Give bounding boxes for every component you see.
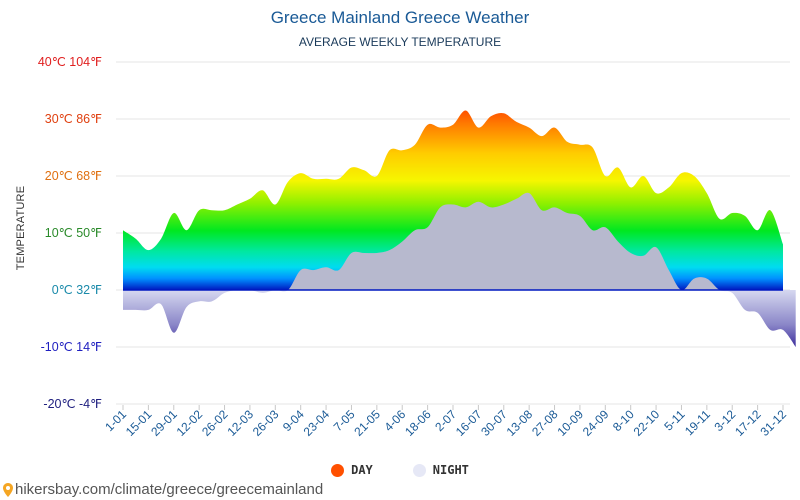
x-tick-label: 22-10 <box>631 407 663 439</box>
x-tick-label: 19-11 <box>682 407 713 438</box>
x-tick-label: 26-02 <box>199 407 231 439</box>
x-tick-label: 29-01 <box>148 407 180 439</box>
x-axis-ticks: 1-0115-0129-0112-0226-0212-0326-039-0423… <box>102 405 789 439</box>
map-pin-icon <box>3 482 13 497</box>
x-tick-label: 17-12 <box>732 407 764 439</box>
y-tick-label: 20℃ 68℉ <box>45 169 102 183</box>
y-tick-label: 0℃ 32℉ <box>52 283 102 297</box>
x-tick-label: 13-08 <box>504 407 536 439</box>
legend-day-swatch <box>331 463 345 477</box>
plot-areas <box>123 110 796 347</box>
x-tick-label: 26-03 <box>250 407 282 439</box>
y-axis-ticks: 40℃ 104℉ 30℃ 86℉ 20℃ 68℉ 10℃ 50℉ 0℃ 32℉ -10℃ … <box>38 55 102 411</box>
x-tick-label: 31-12 <box>758 407 790 439</box>
legend-item-day[interactable]: DAY <box>331 463 373 477</box>
x-tick-label: 12-02 <box>174 407 206 439</box>
footer-source[interactable]: hikersbay.com/climate/greece/greecemainl… <box>3 481 323 498</box>
y-tick-label: 10℃ 50℉ <box>45 226 102 240</box>
x-tick-label: 16-07 <box>453 407 485 439</box>
legend-day-label: DAY <box>351 463 373 477</box>
x-tick-label: 18-06 <box>402 407 434 439</box>
x-tick-label: 12-03 <box>224 407 256 439</box>
x-tick-label: 23-04 <box>301 407 333 439</box>
footer-link[interactable]: hikersbay.com/climate/greece/greecemainl… <box>15 481 324 498</box>
chart-subtitle: AVERAGE WEEKLY TEMPERATURE <box>298 35 502 49</box>
x-tick-label: 21-05 <box>351 407 383 439</box>
legend: DAY NIGHT <box>0 463 800 477</box>
legend-item-night[interactable]: NIGHT <box>412 463 469 477</box>
x-tick-label: 27-08 <box>529 407 561 439</box>
x-tick-label: 15-01 <box>123 407 155 439</box>
y-axis-label: TEMPERATURE <box>15 185 27 271</box>
y-tick-label: 40℃ 104℉ <box>38 55 102 69</box>
night-temperature-overlay <box>123 192 783 290</box>
chart-title: Greece Mainland Greece Weather <box>270 8 530 27</box>
x-tick-label: 30-07 <box>478 407 510 439</box>
y-tick-label: -10℃ 14℉ <box>41 340 102 354</box>
legend-night-swatch <box>412 463 426 477</box>
legend-night-label: NIGHT <box>432 463 469 477</box>
y-tick-label: -20℃ -4℉ <box>43 397 102 411</box>
night-temperature-area <box>123 192 796 347</box>
x-tick-label: 24-09 <box>580 407 612 439</box>
x-tick-label: 10-09 <box>554 407 586 439</box>
y-tick-label: 30℃ 86℉ <box>45 112 102 126</box>
